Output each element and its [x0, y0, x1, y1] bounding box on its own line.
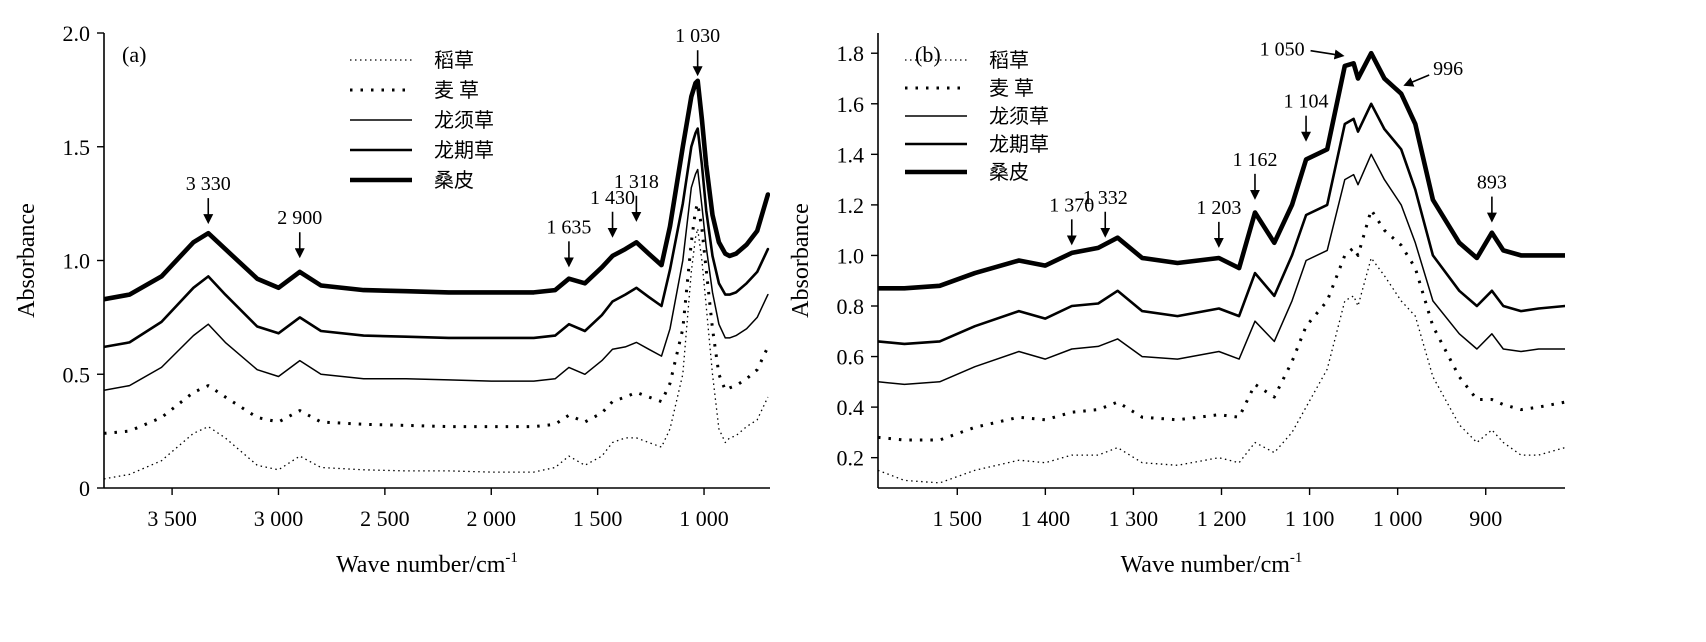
annotation-label: 1 030 [675, 25, 720, 47]
annotation-label: 1 318 [614, 171, 659, 193]
x-tick-label: 1 100 [1285, 506, 1335, 531]
annotation-label: 1 635 [546, 216, 591, 238]
panel-label: (a) [122, 42, 146, 67]
legend-label: 桑皮 [989, 161, 1029, 184]
y-tick-label: 0.8 [837, 294, 865, 319]
y-tick-label: 0.5 [63, 362, 91, 387]
annotation-label: 893 [1477, 172, 1507, 194]
series-line-4 [878, 102, 1565, 346]
x-tick-label: 3 000 [254, 506, 304, 531]
x-tick-label: 2 000 [467, 506, 517, 531]
x-axis-title: Wave number/cm-1 [1121, 550, 1303, 578]
y-axis-title: Absorbance [788, 203, 814, 318]
legend-label: 麦 草 [434, 79, 479, 102]
y-tick-label: 1.2 [837, 193, 865, 218]
y-tick-label: 0.2 [837, 446, 865, 471]
x-tick-label: 3 500 [147, 506, 197, 531]
x-tick-label: 1 300 [1109, 506, 1159, 531]
x-tick-label: 1 000 [1373, 506, 1423, 531]
x-tick-label: 2 500 [360, 506, 410, 531]
annotation-arrow [1403, 74, 1430, 87]
annotation-label: 1 370 [1049, 194, 1094, 216]
panel-label: (b) [915, 42, 941, 67]
series-line-5 [104, 78, 770, 302]
series-group [104, 78, 770, 480]
series-line-5 [878, 50, 1565, 291]
annotation-label: 1 162 [1232, 149, 1277, 171]
annotation-label: 1 203 [1196, 197, 1241, 219]
y-tick-label: 0.4 [837, 395, 865, 420]
annotation-label: 3 330 [186, 173, 231, 195]
y-tick-label: 1.8 [837, 41, 865, 66]
annotation-label: 1 332 [1083, 187, 1128, 209]
chart-panel-b: 1 500 1 400 1 300 1 200 1 100 1 000 900 0.2 0.4 0… [788, 33, 1565, 578]
y-axis-title: Absorbance [14, 203, 40, 318]
legend-label: 桑皮 [434, 169, 474, 192]
annotation-label: 996 [1433, 58, 1463, 80]
x-tick-label: 1 500 [933, 506, 983, 531]
series-line-2 [878, 208, 1565, 442]
legend-label: 龙须草 [434, 109, 494, 132]
annotation-label: 1 430 [590, 187, 635, 209]
y-tick-label: 0.6 [837, 345, 865, 370]
legend-label: 麦 草 [989, 77, 1034, 100]
y-tick-label: 1.6 [837, 92, 865, 117]
series-line-4 [104, 127, 770, 349]
series-line-1 [104, 228, 769, 480]
x-axis-title: Wave number/cm-1 [336, 550, 518, 578]
legend-label: 龙期草 [989, 133, 1049, 156]
series-line-3 [878, 153, 1565, 386]
y-tick-label: 1.0 [837, 243, 865, 268]
chart-panel-a: 3 500 3 000 2 500 2 000 1 500 1 000 0 0.5 1.0 1.5… [14, 21, 770, 578]
y-tick-label: 1.5 [63, 135, 91, 160]
series-line-1 [878, 257, 1565, 484]
y-tick-label: 2.0 [63, 21, 91, 46]
legend-label: 龙期草 [434, 139, 494, 162]
legend-label: 龙须草 [989, 105, 1049, 128]
x-tick-label: 1 500 [573, 506, 623, 531]
annotation-label: 2 900 [277, 207, 322, 229]
annotation-label: 1 050 [1260, 39, 1305, 61]
y-tick-label: 1.4 [837, 142, 865, 167]
legend-label: 稻草 [434, 49, 474, 72]
x-tick-label: 1 400 [1021, 506, 1071, 531]
annotation-arrow [1310, 49, 1345, 60]
x-axis-title-superscript: -1 [505, 550, 518, 566]
series-line-3 [104, 168, 769, 391]
y-tick-label: 0 [79, 476, 90, 501]
x-axis-title-superscript: -1 [1290, 550, 1303, 566]
y-tick-label: 1.0 [63, 249, 91, 274]
legend-label: 稻草 [989, 49, 1029, 72]
x-tick-label: 1 200 [1197, 506, 1247, 531]
x-tick-label: 900 [1469, 506, 1502, 531]
x-tick-label: 1 000 [679, 506, 729, 531]
series-group [878, 50, 1565, 484]
annotation-label: 1 104 [1284, 91, 1329, 113]
